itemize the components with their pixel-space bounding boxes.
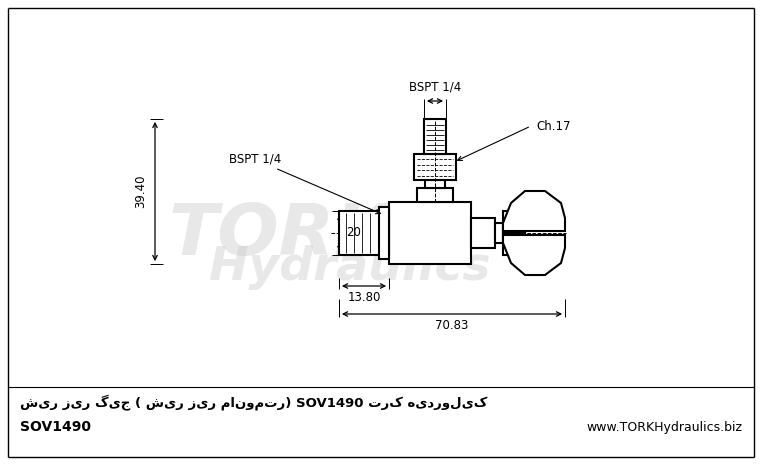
Text: 20: 20 <box>346 226 361 239</box>
Text: Ch.17: Ch.17 <box>536 120 571 133</box>
Bar <box>379 207 389 259</box>
Bar <box>503 211 525 233</box>
Bar <box>417 188 453 202</box>
Bar <box>495 223 503 243</box>
Bar <box>424 119 446 154</box>
Bar <box>339 211 389 255</box>
Bar <box>389 202 471 264</box>
Text: SOV1490: SOV1490 <box>20 420 91 434</box>
Text: BSPT 1/4: BSPT 1/4 <box>229 152 281 165</box>
Text: BSPT 1/4: BSPT 1/4 <box>409 80 461 93</box>
Text: www.TORKHydraulics.biz: www.TORKHydraulics.biz <box>586 420 742 433</box>
Bar <box>425 180 445 188</box>
Text: 70.83: 70.83 <box>435 319 469 332</box>
Bar <box>414 154 456 180</box>
Bar <box>471 218 495 248</box>
Text: Hydraulics: Hydraulics <box>210 245 491 290</box>
Text: شیر زیر گیج ( شیر زیر مانومتر) SOV1490 ترک هیدرولیک: شیر زیر گیج ( شیر زیر مانومتر) SOV1490 ت… <box>20 395 488 411</box>
Bar <box>503 233 525 255</box>
Polygon shape <box>503 191 565 231</box>
Text: 13.80: 13.80 <box>347 291 381 304</box>
Text: 39.40: 39.40 <box>134 175 147 208</box>
Polygon shape <box>503 235 565 275</box>
Text: TORK: TORK <box>169 200 391 270</box>
